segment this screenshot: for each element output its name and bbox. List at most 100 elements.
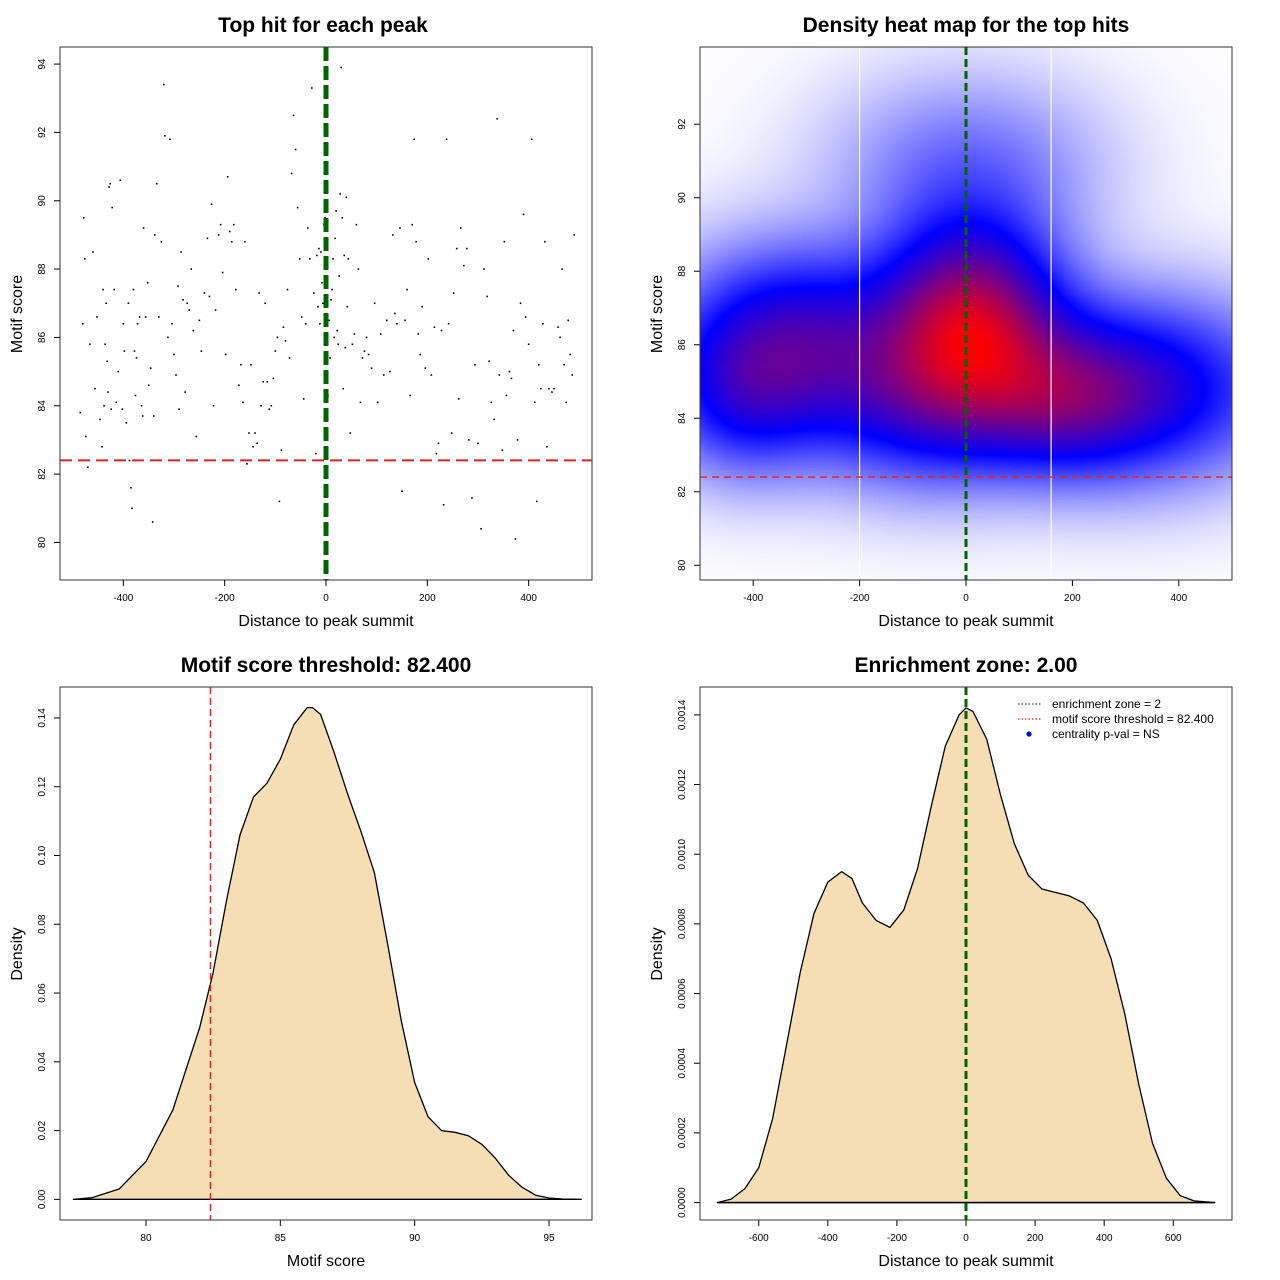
scatter-point	[430, 374, 433, 376]
scatter-x-tick-label: -200	[215, 593, 235, 604]
scatter-point	[284, 340, 287, 342]
distance-density-x-tick-label: -200	[887, 1233, 907, 1244]
scatter-point	[171, 322, 173, 325]
scatter-point	[535, 500, 538, 503]
scatter-point	[262, 381, 264, 383]
scatter-point	[96, 316, 98, 318]
score-density-y-tick-label: 0.12	[37, 777, 48, 797]
scatter-point	[544, 240, 546, 243]
scatter-point	[328, 319, 330, 322]
scatter-x-tick-label: 400	[520, 593, 537, 604]
scatter-point	[254, 432, 256, 434]
distance-density-y-tick-label: 0.0006	[677, 978, 688, 1009]
heatmap-y-tick-label: 84	[677, 412, 688, 424]
scatter-point	[105, 302, 107, 305]
scatter-point	[322, 302, 324, 305]
scatter-point	[190, 268, 193, 270]
score-density-x-tick-label: 80	[140, 1233, 152, 1244]
scatter-point	[483, 268, 485, 270]
scatter-point	[569, 353, 572, 356]
scatter-point	[302, 398, 305, 400]
heatmap-x-tick-label: 400	[1170, 593, 1187, 604]
score-density-density-curve	[72, 706, 582, 1201]
heatmap-plot-frame	[699, 46, 1233, 581]
scatter-point	[379, 333, 382, 335]
scatter-point	[450, 432, 453, 434]
scatter-point	[345, 196, 348, 199]
scatter-point	[230, 240, 233, 243]
scatter-point	[373, 302, 376, 305]
scatter-point	[136, 322, 139, 325]
scatter-point	[110, 408, 112, 410]
scatter-point	[99, 418, 101, 421]
distance-density-ylabel: Density	[649, 927, 666, 980]
scatter-point	[421, 305, 424, 308]
distance-density-y-tick-label: 0.0000	[677, 1187, 688, 1218]
scatter-point	[330, 299, 332, 301]
scatter-point	[565, 401, 567, 404]
score-density-plot-frame	[59, 686, 593, 1221]
scatter-point	[248, 432, 250, 434]
distance-density-plot-frame	[699, 686, 1233, 1221]
scatter-point	[512, 329, 515, 332]
scatter-point	[217, 234, 220, 236]
scatter-point	[445, 138, 448, 141]
scatter-point	[389, 370, 391, 373]
score-density-y-tick-label: 0.02	[37, 1120, 48, 1140]
legend-threshold-label: motif score threshold = 82.400	[1052, 712, 1214, 726]
scatter-point	[347, 258, 350, 260]
scatter-point	[409, 394, 411, 397]
heatmap-title: Density heat map for the top hits	[803, 14, 1130, 37]
score-density-ylabel: Density	[9, 927, 26, 980]
scatter-point	[319, 322, 321, 325]
scatter-point	[321, 281, 323, 284]
scatter-point	[79, 411, 82, 414]
scatter-point	[101, 445, 103, 448]
scatter-point	[92, 251, 94, 253]
heatmap-x-tick-label: 0	[963, 593, 969, 604]
scatter-point	[359, 401, 362, 404]
scatter-point	[300, 316, 303, 318]
distance-density-x-tick-label: -400	[818, 1233, 838, 1244]
scatter-point	[417, 333, 420, 335]
scatter-point	[501, 449, 504, 451]
scatter-point	[274, 350, 277, 352]
scatter-point	[89, 343, 91, 346]
heatmap-x-tick-label: -200	[850, 593, 870, 604]
score-density-y-tick-label: 0.08	[37, 914, 48, 934]
scatter-point	[333, 336, 335, 339]
scatter-point	[117, 370, 120, 373]
scatter-point	[324, 217, 326, 219]
scatter-point	[415, 240, 417, 243]
scatter-point	[463, 264, 465, 267]
scatter-point	[268, 408, 271, 410]
scatter-point	[306, 227, 309, 229]
scatter-point	[186, 302, 188, 305]
score-density-y-tick-label: 0.04	[37, 1052, 48, 1072]
scatter-point	[382, 374, 385, 376]
scatter-point	[173, 353, 175, 356]
scatter-point	[337, 343, 339, 346]
scatter-point	[394, 312, 396, 315]
scatter-point	[85, 435, 87, 438]
scatter-point	[533, 401, 536, 404]
scatter-point	[180, 251, 182, 253]
distance-density-x-tick-label: 600	[1165, 1233, 1182, 1244]
scatter-point	[370, 367, 373, 369]
scatter-point	[169, 138, 171, 141]
scatter-point	[452, 292, 455, 294]
heatmap-xlabel: Distance to peak summit	[878, 613, 1054, 630]
scatter-point	[419, 353, 422, 356]
scatter-point	[551, 391, 553, 393]
scatter-point	[468, 439, 470, 441]
score-density-y-tick-label: 0.06	[37, 983, 48, 1003]
scatter-point	[106, 360, 108, 363]
scatter-point	[437, 442, 440, 445]
scatter-point	[351, 343, 354, 346]
scatter-point	[561, 268, 563, 270]
scatter-point	[286, 288, 289, 291]
score-density-title: Motif score threshold: 82.400	[181, 654, 472, 677]
scatter-point	[94, 387, 96, 390]
scatter-point	[127, 302, 130, 305]
